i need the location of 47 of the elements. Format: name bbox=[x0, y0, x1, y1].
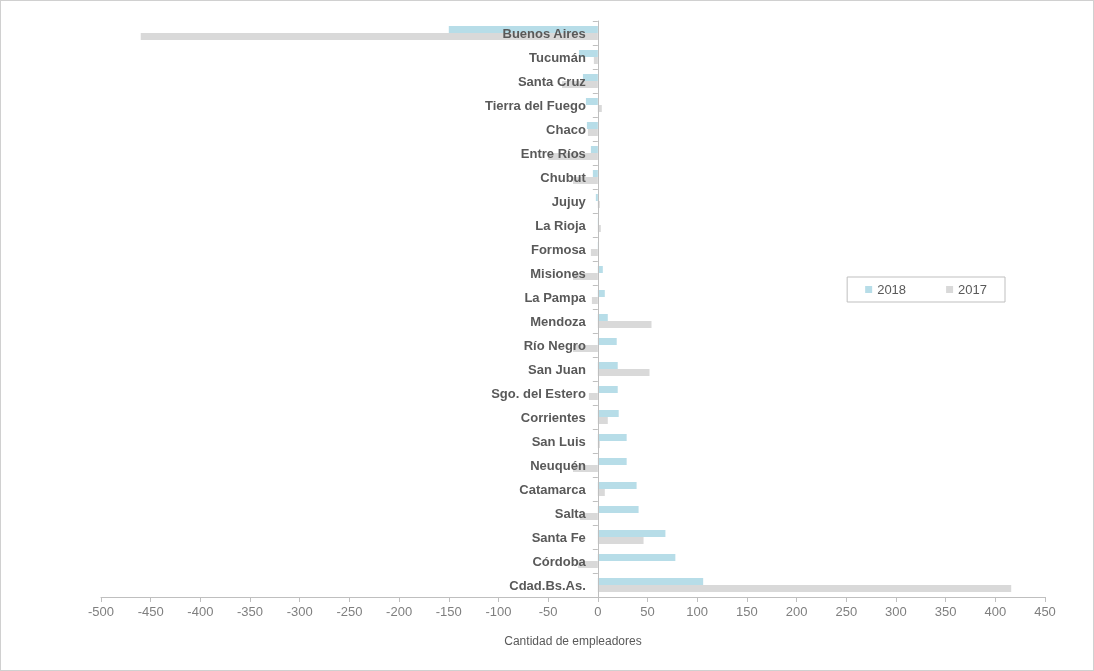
x-tick-label: -300 bbox=[286, 604, 313, 619]
y-tick-label: Córdoba bbox=[532, 553, 587, 569]
y-tick-label: Salta bbox=[554, 505, 587, 521]
x-tick-label: 450 bbox=[1034, 604, 1056, 619]
y-tick-label: San Luis bbox=[531, 433, 586, 449]
x-tick-label: -150 bbox=[435, 604, 462, 619]
legend-label: 2018 bbox=[877, 282, 907, 297]
x-tick-label: 0 bbox=[594, 604, 602, 619]
x-tick-label: 300 bbox=[885, 604, 907, 619]
x-tick-label: -500 bbox=[87, 604, 115, 619]
y-tick-label: Chubut bbox=[540, 169, 587, 185]
x-axis-title: Cantidad de empleadores bbox=[504, 634, 642, 648]
y-tick-label: Sgo. del Estero bbox=[491, 385, 586, 401]
y-tick-label: Mendoza bbox=[530, 313, 587, 329]
x-tick-label: 350 bbox=[934, 604, 957, 619]
x-tick-label: 100 bbox=[686, 604, 709, 619]
y-tick-label: Corrientes bbox=[520, 409, 586, 425]
x-tick-label: -350 bbox=[237, 604, 264, 619]
x-tick-label: -200 bbox=[386, 604, 413, 619]
x-tick-label: -100 bbox=[485, 604, 512, 619]
y-tick-label: Entre Ríos bbox=[520, 145, 586, 161]
x-tick-label: -400 bbox=[187, 604, 214, 619]
x-tick-label: -450 bbox=[137, 604, 164, 619]
x-tick-label: 50 bbox=[640, 604, 655, 619]
x-tick-label: -50 bbox=[538, 604, 558, 619]
x-tick-label: 200 bbox=[785, 604, 808, 619]
y-tick-label: Chaco bbox=[546, 121, 586, 137]
y-tick-label: Misiones bbox=[530, 265, 586, 281]
y-tick-label: Cdad.Bs.As. bbox=[509, 577, 586, 593]
legend-label: 2017 bbox=[958, 282, 987, 297]
y-tick-label: Catamarca bbox=[519, 481, 587, 497]
y-tick-label: La Pampa bbox=[524, 289, 587, 305]
y-tick-label: Santa Cruz bbox=[517, 73, 587, 89]
y-tick-label: Neuquén bbox=[530, 457, 586, 473]
x-tick-label: -250 bbox=[336, 604, 363, 619]
y-tick-label: Jujuy bbox=[551, 193, 587, 209]
y-tick-label: San Juan bbox=[528, 361, 586, 377]
y-tick-label: Tucumán bbox=[529, 49, 586, 65]
y-tick-label: Santa Fe bbox=[531, 529, 586, 545]
x-tick-label: 400 bbox=[984, 604, 1007, 619]
x-tick-label: 150 bbox=[736, 604, 758, 619]
y-tick-label: Río Negro bbox=[523, 337, 586, 353]
y-tick-label: Formosa bbox=[530, 241, 587, 257]
y-tick-label: La Rioja bbox=[535, 217, 587, 233]
x-tick-label: 250 bbox=[835, 604, 858, 619]
y-tick-label: Buenos Aires bbox=[502, 25, 586, 41]
y-tick-label: Tierra del Fuego bbox=[484, 97, 586, 113]
